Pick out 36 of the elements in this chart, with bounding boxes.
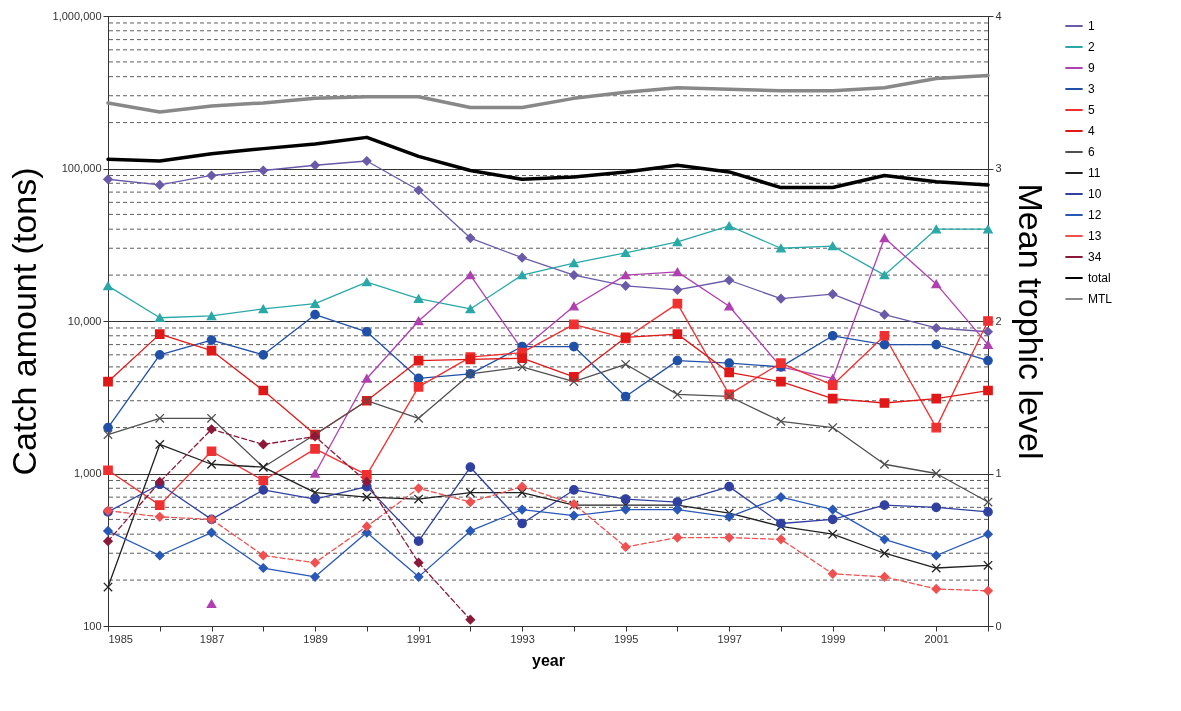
legend-label: 3: [1088, 82, 1095, 96]
legend-label: 6: [1088, 145, 1095, 159]
x-axis-title: year: [532, 651, 565, 669]
y-axis-title: Catch amount (tons): [4, 167, 43, 476]
legend-label: 9: [1088, 61, 1095, 75]
y-tick-label: 10,000: [67, 314, 102, 327]
y-tick-label: 100: [83, 619, 102, 632]
y2-tick-label: 0: [995, 619, 1002, 632]
y2-tick-label: 1: [995, 467, 1002, 479]
legend-label: MTL: [1088, 292, 1113, 306]
legend-label: 11: [1088, 166, 1101, 180]
legend-label: 12: [1088, 208, 1102, 222]
x-tick-label: 1987: [199, 632, 225, 645]
y-tick-label: 1,000: [73, 467, 102, 479]
x-tick-label: 1985: [108, 632, 133, 645]
legend-label: total: [1088, 271, 1111, 285]
legend-label: 1: [1088, 19, 1095, 33]
y-tick-label: 100,000: [61, 162, 102, 174]
y2-tick-label: 3: [995, 162, 1002, 174]
x-tick-label: 1999: [820, 632, 846, 645]
legend-label: 2: [1088, 40, 1095, 54]
x-tick-label: 1995: [613, 632, 639, 645]
legend-label: 13: [1088, 229, 1102, 243]
legend-label: 10: [1088, 187, 1102, 201]
x-tick-label: 1989: [303, 632, 328, 645]
y-tick-label: 1,000,000: [52, 9, 102, 22]
x-tick-label: 1997: [717, 632, 742, 645]
legend-label: 34: [1088, 250, 1102, 264]
x-tick-label: 2001: [924, 632, 949, 645]
legend-label: 5: [1088, 103, 1095, 117]
y2-axis-title: Mean trophic level: [1011, 183, 1050, 460]
legend-label: 4: [1088, 124, 1095, 138]
y2-tick-label: 4: [995, 9, 1002, 22]
x-tick-label: 1993: [510, 632, 535, 645]
x-tick-label: 1991: [406, 632, 432, 645]
y2-tick-label: 2: [995, 314, 1002, 327]
